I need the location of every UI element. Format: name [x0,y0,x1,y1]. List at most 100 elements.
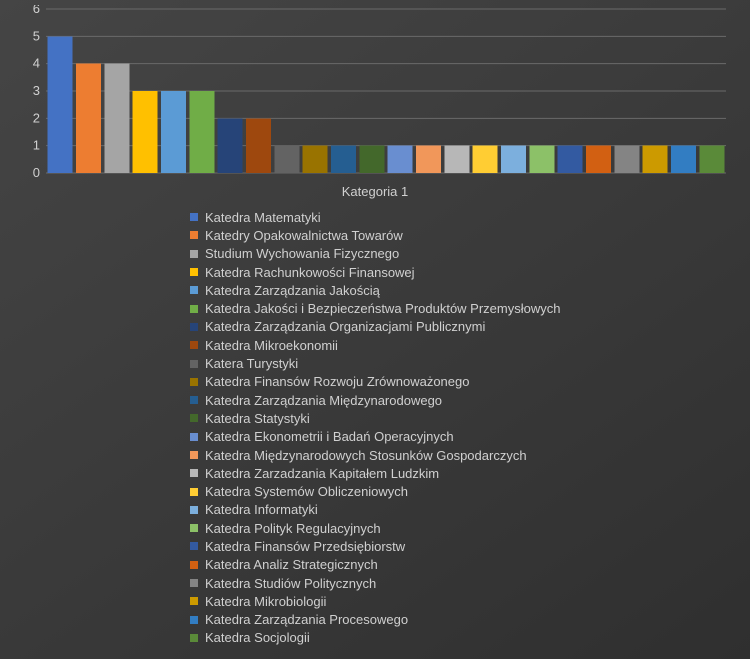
legend-item: Katedra Międzynarodowych Stosunków Gospo… [190,446,560,464]
bar [388,146,413,173]
svg-text:5: 5 [33,28,40,43]
legend: Katedra Matematyki Katedry Opakowalnictwa… [190,208,560,647]
legend-label: Katedra Mikrobiologii [205,595,326,608]
legend-label: Katedra Finansów Rozwoju Zrównoważonego [205,375,469,388]
bar [699,146,724,173]
svg-text:0: 0 [33,165,40,177]
legend-label: Studium Wychowania Fizycznego [205,247,399,260]
bar [501,146,526,173]
legend-swatch [190,433,198,441]
legend-swatch [190,286,198,294]
legend-item: Katedra Zarządzania Międzynarodowego [190,391,560,409]
legend-label: Katedra Informatyki [205,503,318,516]
legend-item: Katedra Finansów Przedsiębiorstw [190,537,560,555]
bar [303,146,328,173]
legend-swatch [190,360,198,368]
bar [189,91,214,173]
legend-swatch [190,488,198,496]
legend-label: Katedra Zarządzania Międzynarodowego [205,394,442,407]
legend-swatch [190,524,198,532]
legend-item: Katedra Systemów Obliczeniowych [190,482,560,500]
bar [133,91,158,173]
legend-item: Katedra Finansów Rozwoju Zrównoważonego [190,373,560,391]
bar [274,146,299,173]
bar [529,146,554,173]
legend-label: Katedra Zarządzania Organizacjami Public… [205,320,485,333]
legend-item: Katedra Mikroekonomii [190,336,560,354]
legend-swatch [190,506,198,514]
legend-swatch [190,579,198,587]
legend-label: Katera Turystyki [205,357,298,370]
bar [614,146,639,173]
chart-container: 0123456 Kategoria 1 Katedra MatematykiKa… [0,0,750,659]
legend-swatch [190,341,198,349]
svg-text:4: 4 [33,56,40,71]
legend-swatch [190,597,198,605]
bar [246,118,271,173]
legend-swatch [190,542,198,550]
legend-swatch [190,268,198,276]
legend-swatch [190,250,198,258]
bar [416,146,441,173]
legend-label: Katedra Finansów Przedsiębiorstw [205,540,405,553]
svg-text:1: 1 [33,138,40,153]
legend-swatch [190,396,198,404]
bar-chart-plot: 0123456 [30,5,730,177]
legend-swatch [190,469,198,477]
legend-label: Katedra Systemów Obliczeniowych [205,485,408,498]
legend-item: Katedra Analiz Strategicznych [190,556,560,574]
legend-item: Katedra Jakości i Bezpieczeństwa Produkt… [190,299,560,317]
bar [359,146,384,173]
legend-label: Katedra Międzynarodowych Stosunków Gospo… [205,449,527,462]
legend-swatch [190,213,198,221]
legend-item: Katedra Matematyki [190,208,560,226]
legend-swatch [190,634,198,642]
legend-item: Katedra Statystyki [190,409,560,427]
legend-label: Katedra Analiz Strategicznych [205,558,378,571]
bar [161,91,186,173]
legend-swatch [190,323,198,331]
legend-label: Katedra Jakości i Bezpieczeństwa Produkt… [205,302,560,315]
legend-label: Katedra Zarzadzania Kapitałem Ludzkim [205,467,439,480]
legend-item: Katedra Ekonometrii i Badań Operacyjnych [190,428,560,446]
x-axis-label: Kategoria 1 [0,184,750,199]
legend-label: Katedra Socjologii [205,631,310,644]
bar [48,36,73,173]
legend-item: Katedra Polityk Regulacyjnych [190,519,560,537]
svg-text:3: 3 [33,83,40,98]
legend-item: Studium Wychowania Fizycznego [190,245,560,263]
legend-item: Katedra Zarzadzania Kapitałem Ludzkim [190,464,560,482]
legend-item: Katedra Socjologii [190,629,560,647]
legend-label: Katedra Mikroekonomii [205,339,338,352]
legend-swatch [190,414,198,422]
legend-item: Katedra Zarządzania Jakością [190,281,560,299]
legend-label: Katedra Zarządzania Procesowego [205,613,408,626]
bar [671,146,696,173]
legend-item: Katedra Zarządzania Organizacjami Public… [190,318,560,336]
bar [643,146,668,173]
legend-swatch [190,305,198,313]
bar [104,64,129,173]
legend-swatch [190,451,198,459]
legend-item: Katedra Studiów Politycznych [190,574,560,592]
legend-swatch [190,561,198,569]
bar [558,146,583,173]
bar [218,118,243,173]
legend-item: Katedra Zarządzania Procesowego [190,611,560,629]
legend-label: Katedra Statystyki [205,412,310,425]
legend-swatch [190,231,198,239]
legend-label: Katedra Polityk Regulacyjnych [205,522,381,535]
bar [473,146,498,173]
legend-item: Katedra Rachunkowości Finansowej [190,263,560,281]
legend-item: Katera Turystyki [190,354,560,372]
svg-text:2: 2 [33,110,40,125]
legend-item: Katedry Opakowalnictwa Towarów [190,226,560,244]
legend-label: Katedry Opakowalnictwa Towarów [205,229,403,242]
bar [586,146,611,173]
legend-label: Katedra Rachunkowości Finansowej [205,266,415,279]
legend-swatch [190,378,198,386]
legend-label: Katedra Ekonometrii i Badań Operacyjnych [205,430,454,443]
legend-label: Katedra Zarządzania Jakością [205,284,380,297]
legend-swatch [190,616,198,624]
bar [76,64,101,173]
